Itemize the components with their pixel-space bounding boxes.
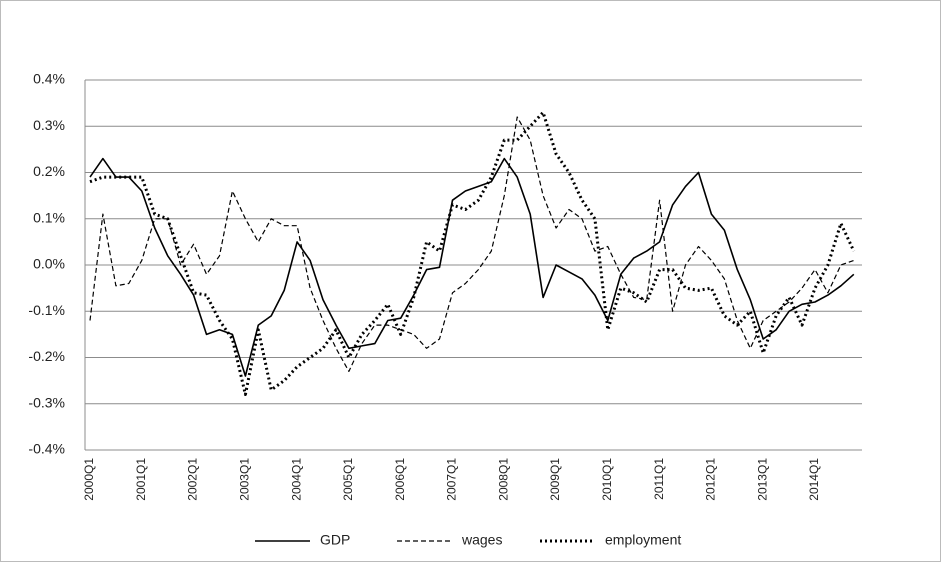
y-tick-label: -0.3% [28, 394, 65, 410]
x-tick-label: 2003Q1 [238, 458, 252, 501]
x-tick-label: 2006Q1 [393, 458, 407, 501]
x-tick-label: 2004Q1 [289, 458, 303, 501]
x-tick-label: 2010Q1 [600, 458, 614, 501]
y-tick-label: 0.4% [33, 71, 65, 87]
legend-label: employment [605, 532, 681, 548]
x-tick-label: 2013Q1 [755, 458, 769, 501]
y-tick-label: -0.1% [28, 302, 65, 318]
series-line [89, 110, 856, 396]
y-tick-label: -0.2% [28, 348, 65, 364]
series-line [89, 116, 855, 372]
legend-label: wages [461, 532, 502, 548]
x-tick-label: 2008Q1 [496, 458, 510, 501]
x-tick-label: 2009Q1 [548, 458, 562, 501]
x-tick-label: 2001Q1 [134, 458, 148, 501]
y-tick-label: 0.0% [33, 256, 65, 272]
x-tick-label: 2012Q1 [704, 458, 718, 501]
x-tick-label: 2002Q1 [186, 458, 200, 501]
y-tick-label: 0.3% [33, 117, 65, 133]
y-tick-label: 0.1% [33, 209, 65, 225]
y-tick-label: 0.2% [33, 163, 65, 179]
y-tick-label: -0.4% [28, 441, 65, 457]
x-tick-label: 2014Q1 [807, 458, 821, 501]
x-tick-label: 2007Q1 [445, 458, 459, 501]
x-tick-label: 2011Q1 [652, 458, 666, 500]
series-line [89, 157, 855, 377]
legend-label: GDP [320, 532, 350, 548]
x-tick-label: 2005Q1 [341, 458, 355, 501]
x-tick-label: 2000Q1 [82, 458, 96, 501]
